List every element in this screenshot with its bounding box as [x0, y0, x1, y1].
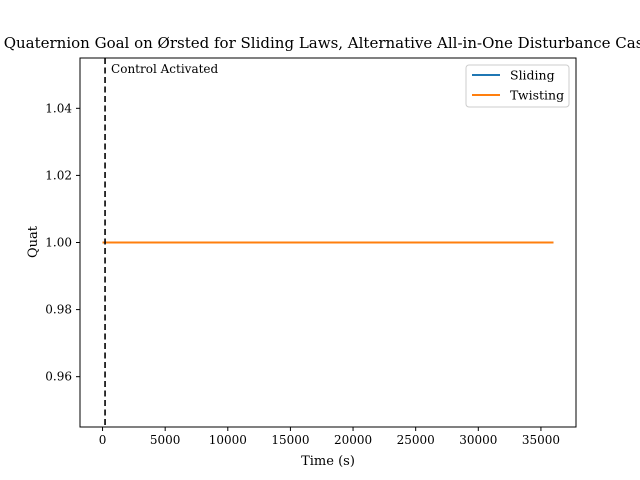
- chart-title: Quaternion Goal on Ørsted for Sliding La…: [4, 34, 640, 52]
- x-tick-label: 35000: [522, 433, 560, 447]
- x-axis-label: Time (s): [301, 454, 355, 469]
- y-tick-label: 1.02: [45, 168, 72, 182]
- legend-label-twisting: Twisting: [510, 88, 564, 103]
- y-tick-label: 0.98: [45, 303, 72, 317]
- legend-label-sliding: Sliding: [510, 68, 555, 83]
- y-axis-label: Quat: [26, 225, 41, 258]
- control-activated-layer: Control Activated: [104, 58, 219, 427]
- y-tick-label: 1.04: [45, 101, 72, 115]
- y-axis: 0.96 0.98 1.00 1.02 1.04: [45, 101, 80, 384]
- y-tick-label: 1.00: [45, 236, 72, 250]
- x-tick-label: 30000: [459, 433, 497, 447]
- x-tick-label: 0: [99, 433, 107, 447]
- legend-items: Sliding Twisting: [472, 68, 564, 103]
- plot-area: Control Activated: [79, 57, 577, 428]
- x-tick-label: 20000: [334, 433, 372, 447]
- x-tick-label: 25000: [397, 433, 435, 447]
- legend: Sliding Twisting: [465, 64, 570, 108]
- x-tick-label: 10000: [209, 433, 247, 447]
- control-activated-label: Control Activated: [111, 62, 218, 76]
- x-tick-label: 15000: [271, 433, 309, 447]
- x-tick-label: 5000: [150, 433, 181, 447]
- x-axis: 0 5000 10000 15000 20000 25000 30000 35000: [99, 427, 560, 447]
- y-tick-label: 0.96: [45, 370, 72, 384]
